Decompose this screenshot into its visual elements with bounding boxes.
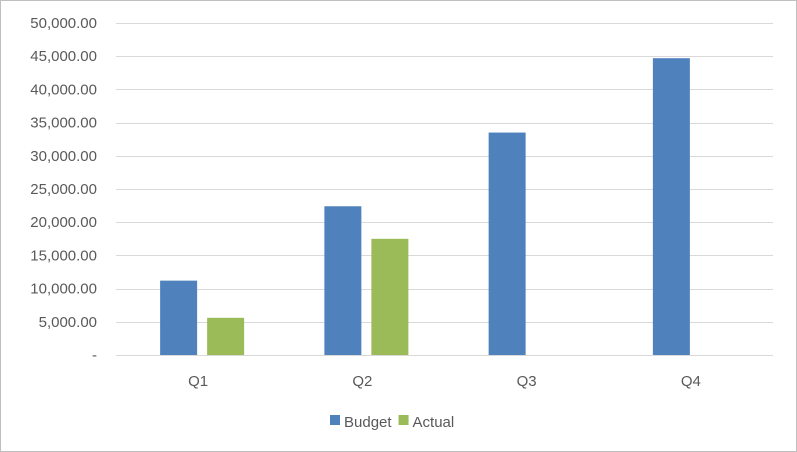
y-axis-tick-labels: - 5,000.00 10,000.00 15,000.00 20,000.00 25,0… <box>30 15 97 364</box>
bar-budget-q3 <box>488 132 526 355</box>
x-tick-label: Q2 <box>352 373 372 390</box>
y-tick-label: 40,000.00 <box>30 81 97 98</box>
y-tick-label: 5,000.00 <box>39 314 97 331</box>
y-tick-label: 50,000.00 <box>30 15 97 32</box>
legend-label-budget: Budget <box>344 414 392 431</box>
y-tick-label: 25,000.00 <box>30 181 97 198</box>
legend-swatch-actual <box>398 415 409 425</box>
bar-actual-q1 <box>207 317 245 355</box>
x-tick-label: Q3 <box>517 373 537 390</box>
legend-swatch-budget <box>330 415 340 425</box>
y-tick-label: - <box>92 347 97 364</box>
x-tick-label: Q4 <box>681 373 701 390</box>
y-tick-label: 20,000.00 <box>30 214 97 231</box>
y-tick-label: 15,000.00 <box>30 247 97 264</box>
bar-budget-q1 <box>160 280 198 355</box>
y-tick-label: 30,000.00 <box>30 148 97 165</box>
y-tick-label: 10,000.00 <box>30 281 97 298</box>
bar-actual-q2 <box>371 238 409 355</box>
bar-budget-q4 <box>652 58 690 355</box>
y-tick-label: 45,000.00 <box>30 48 97 65</box>
y-tick-label: 35,000.00 <box>30 115 97 132</box>
x-tick-label: Q1 <box>188 373 208 390</box>
bar-budget-q2 <box>324 206 362 355</box>
legend: Budget Actual <box>330 414 454 431</box>
gridlines <box>116 23 773 323</box>
x-axis-tick-labels: Q1 Q2 Q3 Q4 <box>188 373 701 390</box>
legend-label-actual: Actual <box>413 414 455 431</box>
bars <box>160 58 690 355</box>
